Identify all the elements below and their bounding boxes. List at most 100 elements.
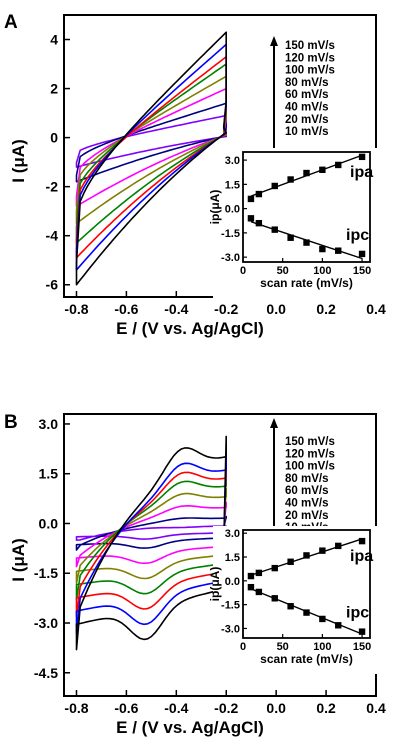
x-tick-label: -0.4 <box>164 700 188 716</box>
x-tick-label: -0.6 <box>114 301 138 317</box>
inset-ipa-label: ipa <box>350 164 373 181</box>
y-tick-label: -1.5 <box>34 565 58 581</box>
inset-marker-ipc <box>255 219 263 227</box>
y-tick-label: 0.0 <box>39 515 59 531</box>
inset-marker-ipa <box>287 558 294 565</box>
inset-y-tick-label: -1.5 <box>221 600 240 612</box>
inset-marker-ipc <box>319 615 326 623</box>
cv-curve <box>75 31 227 286</box>
legend-entry: 80 mV/s <box>285 473 328 485</box>
inset-x-axis-label: scan rate (mV/s) <box>260 652 353 666</box>
panel-b: B -0.8 -0.6 -0.4 -0.2 0.0 0.2 0.4 -4.5 -3.0 -1.5 0.… <box>4 412 386 737</box>
inset-marker-ipc <box>303 239 310 246</box>
y-tick-label: 3.0 <box>39 416 59 432</box>
x-tick-label: -0.8 <box>64 700 88 716</box>
inset-x-tick-label: 150 <box>353 265 371 277</box>
inset-marker-ipc <box>271 595 278 602</box>
inset-marker-ipa <box>358 153 366 161</box>
inset-background <box>213 148 378 298</box>
x-tick-label: -0.2 <box>214 301 238 317</box>
inset-marker-ipa <box>358 537 366 545</box>
inset-y-tick-label: -3.0 <box>221 623 240 635</box>
inset-x-tick-label: 0 <box>240 265 246 277</box>
legend-entry: 20 mV/s <box>285 510 328 522</box>
y-tick-label: -4 <box>46 228 59 244</box>
inset-y-tick-label: 1.5 <box>225 179 240 191</box>
inset-marker-ipa <box>319 547 326 554</box>
x-tick-label: 0.4 <box>366 301 386 317</box>
legend-entry: 80 mV/s <box>285 77 328 89</box>
inset-y-tick-label: 0.0 <box>225 204 240 216</box>
legend-entry: 10 mV/s <box>285 126 328 138</box>
inset-marker-ipa <box>255 190 263 198</box>
legend-entry: 100 mV/s <box>285 65 335 77</box>
inset-y-axis-label: ip(μA) <box>208 567 222 602</box>
panel-label: A <box>4 12 18 33</box>
x-tick-label: 0.0 <box>266 700 286 716</box>
y-tick-label: 1.5 <box>39 466 59 482</box>
inset-marker-ipa <box>247 572 255 580</box>
inset-marker-ipa <box>335 161 342 169</box>
y-tick-label: -3.0 <box>34 615 58 631</box>
legend-entry: 40 mV/s <box>285 498 328 510</box>
inset-x-tick-label: 0 <box>240 641 246 653</box>
inset-marker-ipc <box>247 583 255 591</box>
y-axis-label: I (μA) <box>9 538 28 581</box>
legend-entry: 120 mV/s <box>285 448 335 460</box>
x-axis-label: E / (V vs. Ag/AgCl) <box>116 718 264 737</box>
inset-marker-ipc <box>335 622 342 629</box>
inset-x-axis-label: scan rate (mV/s) <box>260 276 353 290</box>
inset-marker-ipa <box>303 552 310 559</box>
legend-entry: 60 mV/s <box>285 485 328 497</box>
inset-y-tick-label: -1.5 <box>221 228 240 240</box>
inset-plot: 0 50 100 150 -3.0 -1.5 0.0 1.5 3.0 scan rate (mV/… <box>208 526 378 674</box>
inset-marker-ipc <box>335 247 342 254</box>
legend-entry: 150 mV/s <box>285 40 335 52</box>
legend-entry: 40 mV/s <box>285 102 328 114</box>
cv-curve <box>75 63 227 244</box>
inset-marker-ipc <box>358 628 366 635</box>
inset-frame <box>242 151 371 263</box>
inset-x-tick-label: 100 <box>313 265 331 277</box>
inset-ipc-label: ipc <box>346 227 369 244</box>
inset-y-tick-label: 1.5 <box>225 552 240 564</box>
legend-entry: 120 mV/s <box>285 52 335 64</box>
inset-y-tick-label: -3.0 <box>221 252 240 264</box>
x-tick-label: -0.8 <box>64 301 88 317</box>
inset-marker-ipc <box>303 609 310 616</box>
x-tick-label: -0.6 <box>114 700 138 716</box>
inset-x-tick-label: 50 <box>277 641 289 653</box>
arrow-head-icon <box>270 418 278 428</box>
inset-marker-ipc <box>358 250 366 258</box>
cv-curve <box>75 55 227 259</box>
inset-marker-ipa <box>319 166 326 173</box>
y-tick-label: 0 <box>50 130 58 146</box>
x-axis-label: E / (V vs. Ag/AgCl) <box>116 319 264 338</box>
legend-entry: 100 mV/s <box>285 461 335 473</box>
x-tick-label: -0.4 <box>164 301 188 317</box>
inset-x-tick-label: 150 <box>353 641 371 653</box>
inset-y-tick-label: 0.0 <box>225 576 240 588</box>
inset-background <box>213 526 378 674</box>
y-tick-label: -6 <box>46 277 59 293</box>
inset-ipc-label: ipc <box>346 605 369 622</box>
x-tick-label: 0.2 <box>316 700 336 716</box>
inset-marker-ipc <box>287 234 294 241</box>
inset-marker-ipc <box>271 226 278 233</box>
inset-marker-ipa <box>271 564 278 572</box>
y-tick-label: -2 <box>46 179 59 195</box>
cv-curve <box>75 43 227 271</box>
inset-x-tick-label: 100 <box>313 641 331 653</box>
inset-y-axis-label: ip(μA) <box>208 190 222 225</box>
x-tick-label: 0.0 <box>266 301 286 317</box>
y-tick-label: -4.5 <box>34 665 58 681</box>
arrow-head-icon <box>270 36 278 46</box>
inset-frame <box>242 529 371 639</box>
inset-marker-ipa <box>303 169 310 177</box>
inset-marker-ipa <box>271 182 278 190</box>
inset-marker-ipa <box>247 195 255 203</box>
y-tick-label: 2 <box>50 81 58 97</box>
inset-marker-ipc <box>287 603 294 610</box>
inset-y-tick-label: 3.0 <box>225 155 240 167</box>
x-tick-label: 0.4 <box>366 700 386 716</box>
